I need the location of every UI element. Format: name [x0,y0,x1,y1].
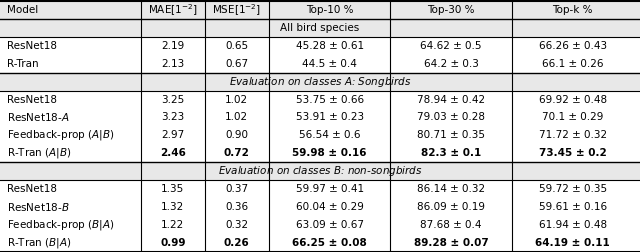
Text: 53.75 ± 0.66: 53.75 ± 0.66 [296,94,364,105]
Text: 1.02: 1.02 [225,94,248,105]
Text: 0.36: 0.36 [225,202,248,212]
Bar [0,19,640,37]
Text: ResNet18: ResNet18 [7,184,57,194]
Text: 53.91 ± 0.23: 53.91 ± 0.23 [296,112,364,122]
Text: Evaluation on classes $B$: non-songbirds: Evaluation on classes $B$: non-songbirds [218,164,422,178]
Text: 56.54 ± 0.6: 56.54 ± 0.6 [299,130,360,140]
Text: 87.68 ± 0.4: 87.68 ± 0.4 [420,220,482,230]
Text: 0.72: 0.72 [224,148,250,158]
Text: 82.3 ± 0.1: 82.3 ± 0.1 [421,148,481,158]
Text: ResNet18-$B$: ResNet18-$B$ [7,201,70,213]
Text: 1.22: 1.22 [161,220,184,230]
Text: All bird species: All bird species [280,23,360,33]
Text: 2.97: 2.97 [161,130,184,140]
Bar [0,73,640,90]
Text: 59.97 ± 0.41: 59.97 ± 0.41 [296,184,364,194]
Text: 66.1 ± 0.26: 66.1 ± 0.26 [542,59,604,69]
Text: 3.25: 3.25 [161,94,184,105]
Text: 59.98 ± 0.16: 59.98 ± 0.16 [292,148,367,158]
Text: 1.35: 1.35 [161,184,184,194]
Text: 69.92 ± 0.48: 69.92 ± 0.48 [539,94,607,105]
Text: 66.26 ± 0.43: 66.26 ± 0.43 [539,41,607,51]
Text: 2.46: 2.46 [160,148,186,158]
Text: 64.2 ± 0.3: 64.2 ± 0.3 [424,59,479,69]
Text: 1.02: 1.02 [225,112,248,122]
Text: 0.99: 0.99 [160,238,186,248]
Text: 64.19 ± 0.11: 64.19 ± 0.11 [536,238,610,248]
Text: ResNet18: ResNet18 [7,41,57,51]
Text: 59.72 ± 0.35: 59.72 ± 0.35 [539,184,607,194]
Text: 66.25 ± 0.08: 66.25 ± 0.08 [292,238,367,248]
Text: 0.26: 0.26 [224,238,250,248]
Text: 45.28 ± 0.61: 45.28 ± 0.61 [296,41,364,51]
Bar [0,162,640,180]
Text: 2.13: 2.13 [161,59,184,69]
Text: MSE[1$^{-2}$]: MSE[1$^{-2}$] [212,2,261,18]
Text: 70.1 ± 0.29: 70.1 ± 0.29 [542,112,604,122]
Text: Evaluation on classes $A$: Songbirds: Evaluation on classes $A$: Songbirds [228,75,412,88]
Text: Top-30 %: Top-30 % [428,5,475,15]
Text: 0.90: 0.90 [225,130,248,140]
Text: 44.5 ± 0.4: 44.5 ± 0.4 [302,59,357,69]
Text: R-Tran: R-Tran [7,59,38,69]
Text: 0.32: 0.32 [225,220,248,230]
Text: 79.03 ± 0.28: 79.03 ± 0.28 [417,112,485,122]
Text: 78.94 ± 0.42: 78.94 ± 0.42 [417,94,485,105]
Bar [0,1,640,19]
Text: ResNet18: ResNet18 [7,94,57,105]
Text: 86.09 ± 0.19: 86.09 ± 0.19 [417,202,485,212]
Text: Model: Model [7,5,38,15]
Text: 64.62 ± 0.5: 64.62 ± 0.5 [420,41,482,51]
Text: R-Tran ($A|B$): R-Tran ($A|B$) [7,146,72,160]
Text: 0.67: 0.67 [225,59,248,69]
Text: 59.61 ± 0.16: 59.61 ± 0.16 [539,202,607,212]
Text: 80.71 ± 0.35: 80.71 ± 0.35 [417,130,485,140]
Text: 73.45 ± 0.2: 73.45 ± 0.2 [539,148,607,158]
Text: 3.23: 3.23 [161,112,184,122]
Text: MAE[1$^{-2}$]: MAE[1$^{-2}$] [148,2,198,18]
Text: 60.04 ± 0.29: 60.04 ± 0.29 [296,202,364,212]
Text: 2.19: 2.19 [161,41,184,51]
Text: 0.37: 0.37 [225,184,248,194]
Text: Top-10 %: Top-10 % [306,5,353,15]
Text: Feedback-prop ($B|A$): Feedback-prop ($B|A$) [7,218,115,232]
Text: 71.72 ± 0.32: 71.72 ± 0.32 [539,130,607,140]
Text: 86.14 ± 0.32: 86.14 ± 0.32 [417,184,485,194]
Text: 89.28 ± 0.07: 89.28 ± 0.07 [414,238,488,248]
Text: 0.65: 0.65 [225,41,248,51]
Text: 63.09 ± 0.67: 63.09 ± 0.67 [296,220,364,230]
Text: 61.94 ± 0.48: 61.94 ± 0.48 [539,220,607,230]
Text: ResNet18-$A$: ResNet18-$A$ [7,111,70,123]
Text: 1.32: 1.32 [161,202,184,212]
Text: Top-k %: Top-k % [552,5,593,15]
Text: Feedback-prop ($A|B$): Feedback-prop ($A|B$) [7,128,115,142]
Text: R-Tran ($B|A$): R-Tran ($B|A$) [7,236,72,250]
